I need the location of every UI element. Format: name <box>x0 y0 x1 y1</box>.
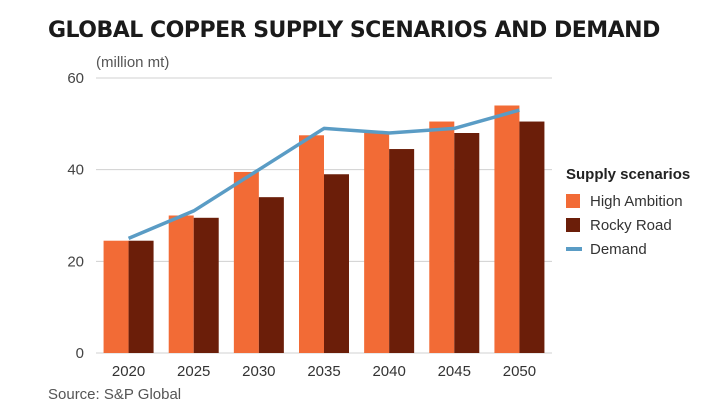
bar-high-ambition-2030 <box>233 171 259 353</box>
bar-high-ambition-2045 <box>429 121 455 354</box>
y-tick-label: 60 <box>67 70 84 87</box>
legend-swatch-demand <box>566 247 582 251</box>
x-tick-label: 2035 <box>307 363 340 380</box>
legend-item-high-ambition: High Ambition <box>566 189 690 213</box>
bar-high-ambition-2050 <box>494 105 520 353</box>
legend-swatch-rocky-road <box>566 218 580 232</box>
legend: Supply scenarios High Ambition Rocky Roa… <box>566 166 690 261</box>
y-axis-unit-label: (million mt) <box>96 54 170 71</box>
legend-swatch-high-ambition <box>566 194 580 208</box>
x-tick-label: 2050 <box>503 363 536 380</box>
x-tick-label: 2045 <box>438 363 471 380</box>
legend-title: Supply scenarios <box>566 166 691 183</box>
bar-high-ambition-2035 <box>299 135 324 353</box>
y-tick-label: 0 <box>76 345 84 362</box>
x-tick-label: 2025 <box>177 363 210 380</box>
y-tick-label: 20 <box>67 253 84 270</box>
chart-title: GLOBAL COPPER SUPPLY SCENARIOS AND DEMAN… <box>48 18 660 43</box>
bar-high-ambition-2025 <box>168 215 194 353</box>
bar-rocky-road-2030 <box>258 197 284 353</box>
legend-item-demand: Demand <box>566 237 690 261</box>
line-demand <box>127 108 520 241</box>
x-tick-label: 2040 <box>372 363 405 380</box>
bar-rocky-road-2035 <box>324 174 349 353</box>
bar-high-ambition-2040 <box>364 133 390 353</box>
legend-label-high-ambition: High Ambition <box>590 192 683 210</box>
bar-rocky-road-2020 <box>128 240 154 353</box>
x-tick-label: 2030 <box>242 363 275 380</box>
source-note: Source: S&P Global <box>48 386 182 403</box>
bar-rocky-road-2050 <box>519 121 545 354</box>
legend-label-rocky-road: Rocky Road <box>590 216 672 234</box>
legend-item-rocky-road: Rocky Road <box>566 213 690 237</box>
x-tick-label: 2020 <box>112 363 145 380</box>
y-tick-label: 40 <box>67 162 84 179</box>
bar-high-ambition-2020 <box>103 240 129 353</box>
legend-label-demand: Demand <box>590 240 647 258</box>
bar-rocky-road-2045 <box>454 133 480 353</box>
bar-rocky-road-2025 <box>193 217 219 353</box>
bar-rocky-road-2040 <box>389 149 415 353</box>
